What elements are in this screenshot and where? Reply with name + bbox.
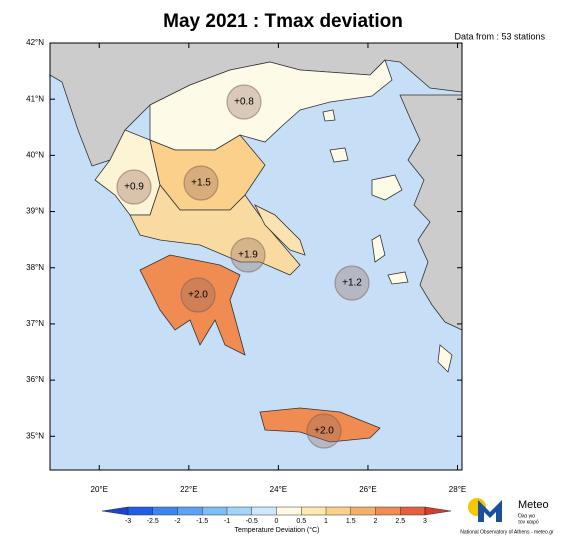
- logo-m: [478, 500, 502, 522]
- x-tick-label: 26°E: [359, 485, 376, 494]
- colorbar-tick-label: 0.5: [296, 518, 306, 525]
- y-tick-label: 41°N: [26, 94, 44, 103]
- colorbar-segment: [227, 507, 252, 515]
- colorbar-label: Temperature Deviation (°C): [235, 526, 320, 534]
- station-marker: [180, 277, 216, 313]
- station-marker: [116, 169, 152, 205]
- y-tick-label: 40°N: [26, 150, 44, 159]
- colorbar-tick-label: 2: [374, 518, 378, 525]
- island-euboea: [254, 204, 306, 256]
- neighbor-turkey: [399, 94, 463, 331]
- colorbar-tick-label: -2.5: [147, 518, 159, 525]
- x-tick-label: 28°E: [449, 485, 466, 494]
- map-frame: [49, 42, 463, 471]
- colorbar-tick-label: -3: [125, 518, 131, 525]
- island-samos: [387, 271, 409, 285]
- colorbar-segment: [202, 507, 227, 515]
- station-marker: [183, 165, 219, 201]
- station-label: +2.0: [314, 426, 334, 437]
- colorbar-segment: [326, 507, 351, 515]
- colorbar-tick-label: -0.5: [246, 518, 258, 525]
- island-lesvos: [371, 174, 403, 201]
- region-central-greece: [129, 184, 301, 276]
- y-tick-label: 42°N: [26, 38, 44, 47]
- station-label: +1.9: [238, 250, 258, 261]
- colorbar-segment: [251, 507, 277, 515]
- region-peloponnese: [139, 254, 246, 356]
- logo-credit: National Observatory of Athens - meteo.g…: [460, 529, 554, 535]
- colorbar-tick-label: 1: [324, 518, 328, 525]
- colorbar-segment: [301, 507, 326, 515]
- source-note: Data from : 53 stations: [454, 31, 545, 41]
- logo-tagline: Όλα για: [517, 513, 535, 519]
- y-tick-label: 37°N: [26, 319, 44, 328]
- colorbar-tick-label: 2.5: [395, 518, 405, 525]
- title: May 2021 : Tmax deviation: [163, 11, 403, 32]
- colorbar-tick-label: 3: [423, 518, 427, 525]
- colorbar-segment: [350, 507, 376, 515]
- x-tick-label: 22°E: [180, 485, 197, 494]
- colorbar-segment: [128, 507, 153, 515]
- station-marker: [306, 413, 342, 449]
- station-label: +0.9: [124, 182, 144, 193]
- colorbar-segment: [375, 507, 401, 515]
- colorbar-segment: [152, 507, 178, 515]
- colorbar-segment: [177, 507, 203, 515]
- logo-name: Meteo: [518, 499, 549, 511]
- colorbar-tick-label: 1.5: [346, 518, 356, 525]
- x-tick-label: 20°E: [91, 485, 108, 494]
- station-marker: [226, 84, 262, 120]
- logo-tagline: τον καιρό: [518, 518, 539, 525]
- colorbar-tick-label: -1: [224, 518, 230, 525]
- island-rhodes: [437, 344, 453, 373]
- colorbar-segment: [276, 507, 302, 515]
- colorbar-extension: [424, 506, 452, 516]
- colorbar-tick-label: -1.5: [196, 518, 208, 525]
- y-tick-label: 36°N: [26, 375, 44, 384]
- island-crete: [259, 407, 381, 443]
- station-label: +0.8: [234, 97, 254, 108]
- station-marker: [334, 265, 370, 301]
- colorbar-segment: [400, 507, 425, 515]
- station-label: +2.0: [188, 290, 208, 301]
- y-tick-label: 38°N: [26, 263, 44, 272]
- x-tick-label: 24°E: [270, 485, 287, 494]
- island-chios: [371, 234, 386, 263]
- colorbar-tick-label: 0: [275, 518, 279, 525]
- colorbar-extension: [101, 506, 129, 516]
- y-tick-label: 35°N: [26, 431, 44, 440]
- station-label: +1.5: [191, 178, 211, 189]
- station-marker: [230, 237, 266, 273]
- station-label: +1.2: [342, 278, 362, 289]
- colorbar-tick-label: -2: [174, 518, 180, 525]
- island-lemnos: [329, 147, 349, 163]
- island-thasos: [322, 109, 336, 122]
- y-tick-label: 39°N: [26, 207, 44, 216]
